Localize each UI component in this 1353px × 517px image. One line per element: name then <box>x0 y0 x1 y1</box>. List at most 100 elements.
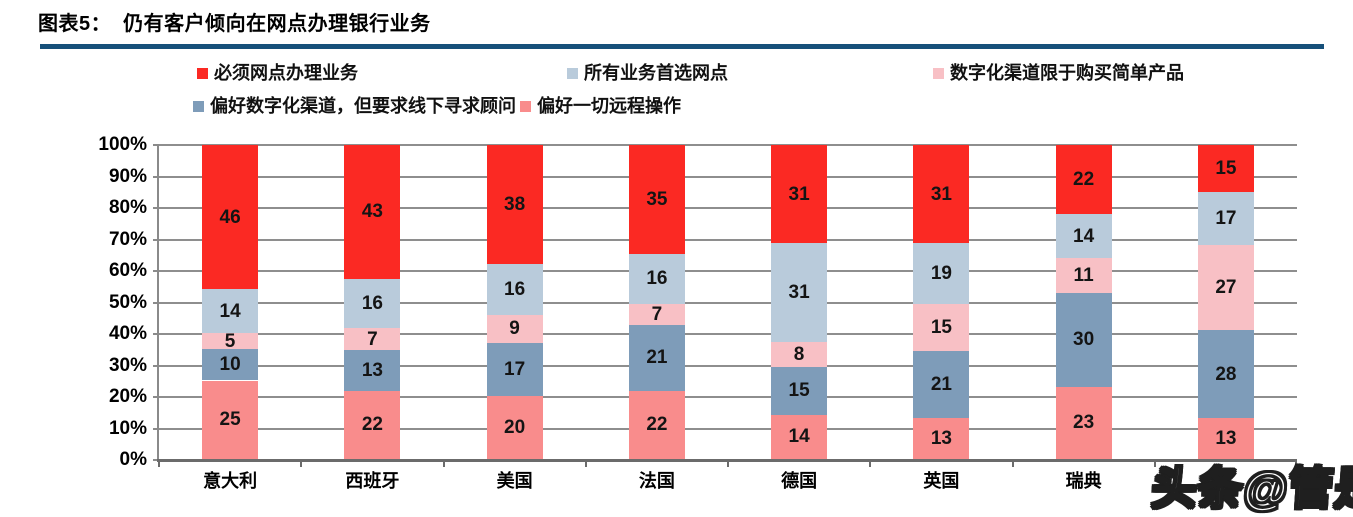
legend-label: 必须网点办理业务 <box>214 63 358 83</box>
y-axis-tick <box>153 427 159 430</box>
bar-value-label: 16 <box>646 268 668 290</box>
bar-segment: 46 <box>202 145 259 290</box>
bar-segment: 22 <box>1055 145 1112 215</box>
y-axis-tick <box>153 207 159 209</box>
bar-segment: 43 <box>344 145 401 279</box>
y-axis-tick-label: 20% <box>108 386 147 407</box>
figure-title-text: 仍有客户倾向在网点办理银行业务 <box>123 13 431 35</box>
legend-swatch <box>197 67 208 79</box>
bar-segment: 23 <box>1055 386 1112 459</box>
category-label: 瑞典 <box>1065 471 1102 491</box>
x-axis-tick <box>1295 460 1297 467</box>
bar-value-label: 38 <box>504 194 526 216</box>
legend-label: 偏好数字化渠道，但要求线下寻求顾问 <box>210 96 516 116</box>
category-label: 英国 <box>923 471 960 491</box>
bar-segment: 13 <box>344 350 401 391</box>
bar-value-label: 21 <box>646 347 668 369</box>
bar-value-label: 22 <box>361 414 383 436</box>
bar-value-label: 22 <box>646 414 668 436</box>
bar-value-label: 13 <box>361 359 383 381</box>
bar-value-label: 13 <box>1215 428 1237 450</box>
bar-value-label: 17 <box>504 359 526 380</box>
y-axis-line <box>157 145 159 460</box>
gridline <box>159 144 1297 146</box>
y-axis-tick <box>153 238 159 241</box>
bar-segment: 13 <box>913 417 970 459</box>
bar-segment: 21 <box>628 325 685 391</box>
bar-segment: 19 <box>913 243 970 304</box>
y-axis-tick-label: 60% <box>108 260 147 281</box>
x-axis-tick <box>300 460 303 467</box>
bar-value-label: 16 <box>361 293 383 315</box>
bar-segment: 9 <box>486 314 543 343</box>
bar-value-label: 28 <box>1215 363 1237 385</box>
bar-segment: 22 <box>628 390 685 459</box>
bar-segment: 11 <box>1055 258 1112 293</box>
bar-segment: 17 <box>486 342 543 397</box>
legend-swatch <box>520 100 531 112</box>
x-axis-tick <box>1011 460 1014 467</box>
x-axis-tick <box>584 460 587 467</box>
bar-value-label: 5 <box>224 330 236 352</box>
watermark-text: 头条@管是 <box>1149 462 1353 515</box>
category-label: 法国 <box>638 471 675 491</box>
bar-value-label: 8 <box>793 343 805 365</box>
bar-value-label: 31 <box>930 183 952 205</box>
bar-segment: 14 <box>1055 214 1112 259</box>
category-label: 美国 <box>496 471 533 491</box>
bar-value-label: 35 <box>646 188 668 210</box>
chart-title: 图表5： 仍有客户倾向在网点办理银行业务 <box>38 7 431 36</box>
gridline <box>159 364 1297 367</box>
bar-value-label: 9 <box>509 318 520 340</box>
bar-segment: 8 <box>771 341 828 367</box>
bar-value-label: 15 <box>930 316 952 338</box>
x-axis-tick <box>869 460 872 467</box>
y-axis-tick <box>153 333 159 335</box>
category-label: 西班牙 <box>345 471 400 491</box>
bar-segment: 31 <box>913 145 970 244</box>
bar-segment: 38 <box>486 145 543 265</box>
bar-value-label: 7 <box>651 303 663 325</box>
y-axis-tick <box>153 459 159 461</box>
gridline <box>159 427 1297 430</box>
bar-value-label: 30 <box>1073 329 1095 351</box>
y-axis-tick <box>153 175 159 178</box>
y-axis-tick-label: 70% <box>108 228 147 250</box>
y-axis-tick-label: 100% <box>98 134 147 155</box>
bar-value-label: 14 <box>219 300 241 322</box>
bar-value-label: 25 <box>219 409 241 431</box>
gridline <box>159 175 1297 178</box>
y-axis-tick-label: 80% <box>108 197 147 218</box>
x-axis-tick <box>727 460 729 467</box>
gridline <box>159 207 1297 209</box>
legend-label: 数字化渠道限于购买简单产品 <box>950 63 1184 83</box>
y-axis-tick <box>153 364 159 367</box>
x-axis-tick <box>158 460 160 467</box>
bar-segment: 16 <box>344 278 401 329</box>
legend-item: 数字化渠道限于购买简单产品 <box>933 62 1184 84</box>
bar-value-label: 14 <box>1073 225 1095 247</box>
bar-value-label: 31 <box>788 183 810 205</box>
bar-value-label: 14 <box>788 426 810 448</box>
bar-value-label: 16 <box>504 278 526 300</box>
bar-value-label: 10 <box>219 354 241 376</box>
bar-segment: 16 <box>628 253 685 304</box>
category-label: 德国 <box>781 471 818 491</box>
legend-swatch <box>567 67 578 79</box>
gridline <box>159 301 1297 304</box>
gridline <box>159 396 1297 398</box>
bar-value-label: 21 <box>930 373 952 395</box>
bar-segment: 10 <box>202 349 259 381</box>
gridline <box>159 333 1297 335</box>
y-axis-tick-label: 30% <box>108 354 147 376</box>
x-axis-tick <box>1153 460 1156 467</box>
bar-segment: 14 <box>202 289 259 334</box>
x-axis-tick <box>442 460 445 467</box>
bar-value-label: 19 <box>930 262 952 284</box>
y-axis-tick-label: 40% <box>108 323 147 344</box>
figure-number-label: 图表5： <box>38 13 112 35</box>
bar-value-label: 27 <box>1215 277 1237 299</box>
bar-segment: 14 <box>771 414 828 459</box>
y-axis-tick <box>153 301 159 304</box>
bar-value-label: 20 <box>504 417 526 439</box>
